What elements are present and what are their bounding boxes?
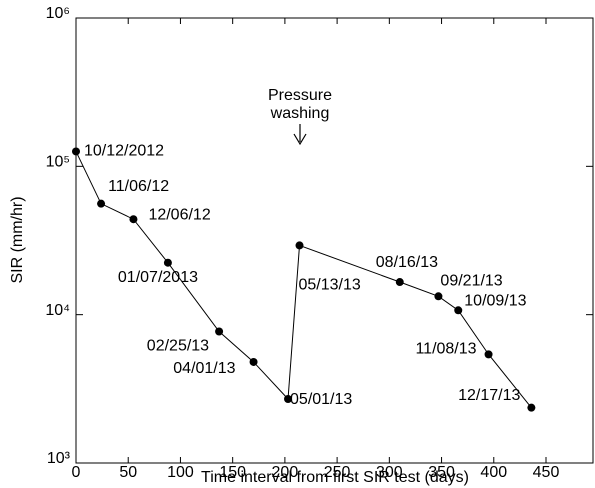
- point-label: 10/12/2012: [84, 143, 164, 160]
- point: [97, 199, 106, 208]
- annotation: Pressure: [268, 87, 332, 104]
- point-label: 08/16/13: [376, 254, 438, 271]
- point-label: 11/08/13: [415, 341, 476, 358]
- x-tick-label: 250: [324, 464, 351, 481]
- x-tick-label: 50: [119, 464, 137, 481]
- point-label: 12/06/12: [148, 206, 210, 223]
- point-label: 09/21/13: [440, 273, 502, 290]
- point: [72, 147, 80, 156]
- plot-frame: [75, 17, 594, 464]
- x-tick-label: 450: [533, 464, 560, 481]
- x-tick-label: 300: [376, 464, 403, 481]
- y-tick-label: 10⁵: [46, 154, 70, 171]
- point: [484, 350, 493, 359]
- point-label: 04/01/13: [173, 360, 235, 377]
- annotation: washing: [270, 105, 330, 122]
- point: [163, 258, 172, 267]
- y-axis-label: SIR (mm/hr): [9, 196, 26, 283]
- point-label: 10/09/13: [464, 293, 526, 310]
- point: [284, 395, 293, 404]
- x-tick-label: 0: [72, 464, 81, 481]
- x-tick-label: 400: [480, 464, 507, 481]
- point: [454, 306, 463, 315]
- point: [434, 292, 443, 301]
- y-tick-label: 10⁴: [45, 302, 70, 319]
- point: [295, 241, 304, 250]
- x-tick-label: 100: [167, 464, 194, 481]
- point-label: 05/01/13: [290, 391, 352, 408]
- point: [527, 403, 536, 412]
- y-tick-label: 10⁶: [46, 5, 70, 22]
- y-tick-label: 10³: [47, 450, 71, 467]
- point-label: 11/06/12: [108, 178, 169, 195]
- point-label: 12/17/13: [458, 387, 520, 404]
- x-tick-label: 350: [428, 464, 455, 481]
- point: [129, 215, 138, 224]
- point: [249, 357, 258, 366]
- x-tick-label: 150: [219, 464, 246, 481]
- x-axis-label: Time interval from first SIR test (days): [201, 469, 469, 486]
- x-tick-label: 200: [272, 464, 299, 481]
- point: [215, 327, 224, 336]
- annotation-arrowhead: [293, 133, 307, 146]
- point-label: 05/13/13: [299, 277, 361, 294]
- point-label: 02/25/13: [147, 338, 209, 355]
- point: [395, 278, 404, 287]
- point-label: 01/07/2013: [118, 269, 198, 286]
